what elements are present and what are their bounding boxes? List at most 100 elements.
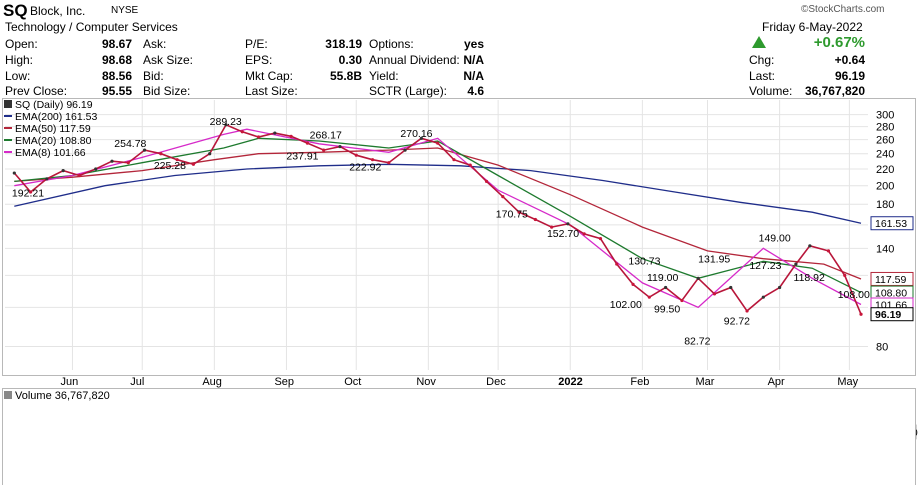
y-tick-label: 220 — [876, 164, 894, 176]
price-point — [533, 217, 537, 222]
price-point — [843, 273, 847, 277]
legend-label-ema200: EMA(200) 161.53 — [15, 111, 98, 123]
x-tick-label: Dec — [486, 376, 506, 388]
label-sctr: SCTR (Large): — [369, 84, 448, 98]
value-eps: 0.30 — [338, 53, 362, 67]
x-tick-label: Sep — [274, 376, 294, 388]
price-point — [696, 276, 700, 280]
price-annotation: 152.70 — [547, 228, 579, 240]
price-annotation: 225.28 — [154, 160, 186, 172]
quote-date: Friday 6-May-2022 — [762, 20, 863, 34]
label-pe: P/E: — [245, 37, 268, 51]
value-high: 98.68 — [101, 53, 132, 67]
price-point — [436, 141, 440, 145]
y-tick-label: 280 — [876, 122, 894, 134]
price-point — [305, 141, 309, 145]
volume-panel — [2, 388, 916, 485]
price-annotation: 130.73 — [628, 255, 660, 267]
price-point — [110, 159, 114, 163]
right-tag-box — [870, 307, 914, 322]
price-point — [680, 298, 684, 303]
right-tag-label: 108.80 — [875, 288, 907, 300]
price-annotation: 170.75 — [496, 208, 528, 220]
x-tick-label: Feb — [630, 376, 649, 388]
price-annotation: 108.00 — [838, 289, 870, 301]
label-yield: Yield: — [369, 69, 399, 83]
price-point — [566, 222, 570, 226]
y-tick-label: 180 — [876, 199, 894, 211]
price-point — [45, 177, 49, 181]
price-point — [175, 158, 179, 162]
legend-label-ema20: EMA(20) 108.80 — [15, 135, 92, 147]
price-annotation: 149.00 — [759, 232, 791, 244]
price-point — [468, 163, 472, 167]
price-point — [582, 232, 586, 236]
volume-legend: Volume 36,767,820 — [4, 390, 110, 402]
company-name: Block, Inc. — [30, 4, 86, 18]
price-point — [240, 130, 244, 134]
label-low: Low: — [5, 69, 31, 83]
price-annotation: 222.92 — [349, 162, 381, 174]
label-bid-size: Bid Size: — [143, 84, 191, 98]
value-last: 96.19 — [834, 69, 865, 83]
right-tag-label: 117.59 — [875, 274, 906, 286]
quote-header: SQ Block, Inc. NYSE ©StockCharts.com Tec… — [0, 0, 918, 104]
price-point — [12, 171, 16, 175]
label-eps: EPS: — [245, 53, 273, 67]
legend-item-ema20: EMA(20) 108.80 — [4, 135, 97, 147]
value-annual-dividend: N/A — [463, 53, 484, 67]
label-change: Chg: — [749, 53, 775, 67]
price-point — [517, 210, 521, 214]
value-pe: 318.19 — [325, 37, 362, 51]
price-point — [501, 194, 505, 199]
x-tick-label: 2022 — [558, 376, 582, 388]
value-change: +0.64 — [834, 53, 865, 67]
y-tick-label: 240 — [876, 149, 894, 161]
price-point — [794, 262, 798, 266]
price-annotation: 254.78 — [114, 138, 146, 150]
price-point — [354, 153, 358, 157]
label-options: Options: — [369, 37, 414, 51]
price-annotation: 237.91 — [286, 150, 318, 162]
price-point — [256, 135, 261, 139]
price-panel — [2, 98, 916, 376]
price-annotation: 118.92 — [794, 272, 825, 284]
series-line-ema-50 — [14, 147, 862, 280]
price-point — [778, 285, 782, 290]
price-point — [859, 312, 863, 316]
y-tick-label: 300 — [876, 110, 894, 122]
price-point — [745, 309, 749, 313]
value-prev-close: 95.55 — [101, 84, 132, 98]
chart-legend: SQ (Daily) 96.19 EMA(200) 161.53 EMA(50)… — [4, 99, 97, 159]
right-tag-label: 96.19 — [875, 309, 901, 321]
price-annotation: 127.23 — [749, 260, 781, 272]
volume-label: Volume 36,767,820 — [15, 390, 110, 402]
sector: Technology / Computer Services — [5, 20, 178, 34]
right-tag-box — [870, 216, 914, 231]
price-annotation: 119.00 — [647, 272, 678, 284]
price-point — [224, 123, 228, 127]
x-tick-label: May — [837, 376, 858, 388]
price-annotation: 289.23 — [210, 116, 242, 128]
value-mkt-cap: 55.8B — [329, 69, 362, 83]
exchange: NYSE — [111, 5, 139, 16]
watermark: ©StockCharts.com — [801, 4, 885, 15]
legend-item-price: SQ (Daily) 96.19 — [4, 99, 97, 111]
price-point — [61, 169, 65, 173]
price-point — [452, 158, 456, 162]
price-point — [403, 148, 407, 152]
price-point — [387, 161, 391, 165]
price-point — [808, 244, 812, 248]
value-yield: N/A — [463, 69, 484, 83]
legend-item-ema200: EMA(200) 161.53 — [4, 111, 97, 123]
x-tick-label: Nov — [416, 376, 436, 388]
label-open: Open: — [5, 37, 38, 51]
label-ask-size: Ask Size: — [143, 53, 194, 67]
price-point — [322, 148, 326, 152]
x-tick-label: Aug — [202, 376, 222, 388]
legend-item-ema50: EMA(50) 117.59 — [4, 123, 97, 135]
label-ask: Ask: — [143, 37, 167, 51]
ticker-symbol: SQ — [3, 1, 28, 20]
price-point — [598, 236, 603, 241]
price-point — [77, 173, 82, 178]
